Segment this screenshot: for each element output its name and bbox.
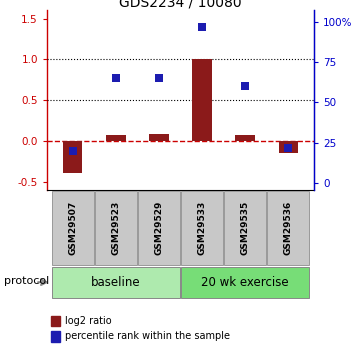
Text: GSM29523: GSM29523 bbox=[112, 200, 120, 255]
FancyBboxPatch shape bbox=[52, 190, 94, 265]
FancyBboxPatch shape bbox=[181, 267, 309, 298]
Text: GSM29529: GSM29529 bbox=[155, 200, 164, 255]
Text: GSM29533: GSM29533 bbox=[197, 200, 206, 255]
Text: log2 ratio: log2 ratio bbox=[65, 316, 112, 326]
Bar bbox=[235, 135, 255, 141]
FancyBboxPatch shape bbox=[138, 190, 180, 265]
FancyBboxPatch shape bbox=[95, 190, 137, 265]
Text: GSM29535: GSM29535 bbox=[241, 200, 249, 255]
Bar bbox=[192, 59, 212, 141]
FancyBboxPatch shape bbox=[181, 190, 223, 265]
Bar bbox=[279, 141, 298, 153]
Text: protocol: protocol bbox=[4, 276, 49, 286]
Text: GSM29536: GSM29536 bbox=[284, 200, 293, 255]
Bar bbox=[149, 134, 169, 141]
FancyBboxPatch shape bbox=[52, 267, 180, 298]
Title: GDS2234 / 10080: GDS2234 / 10080 bbox=[119, 0, 242, 9]
Bar bbox=[63, 141, 82, 174]
FancyBboxPatch shape bbox=[224, 190, 266, 265]
Text: 20 wk exercise: 20 wk exercise bbox=[201, 276, 289, 289]
Bar bbox=[106, 135, 126, 141]
Text: baseline: baseline bbox=[91, 276, 141, 289]
Text: GSM29507: GSM29507 bbox=[68, 200, 77, 255]
FancyBboxPatch shape bbox=[267, 190, 309, 265]
Text: percentile rank within the sample: percentile rank within the sample bbox=[65, 332, 230, 341]
